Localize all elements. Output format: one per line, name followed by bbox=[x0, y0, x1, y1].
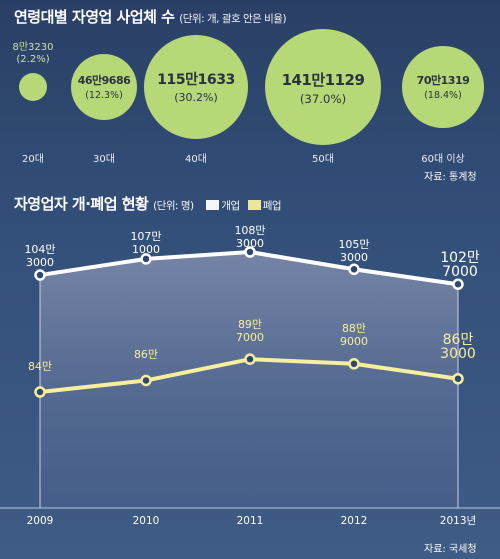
bubble-3: 141만1129 (37.0%) bbox=[265, 29, 381, 145]
bubble-percent-label: (12.3%) bbox=[85, 90, 123, 102]
line-title-text: 자영업자 개·폐업 현황 bbox=[14, 195, 149, 213]
bubble-value-label: 8만3230 bbox=[12, 42, 54, 53]
bubble-4: 70만1319 (18.4%) bbox=[402, 46, 484, 128]
open-point bbox=[140, 253, 152, 265]
close-point bbox=[348, 358, 360, 370]
bubble-chart-title: 연령대별 자영업 사업체 수 (단위: 개, 괄호 안은 비율) bbox=[14, 6, 287, 27]
open-value-label: 107만 bbox=[130, 230, 161, 243]
open-value-label: 105만 bbox=[338, 238, 369, 251]
open-value-label: 7000 bbox=[442, 264, 478, 280]
age-label: 40대 bbox=[185, 154, 207, 165]
close-value-label: 86만 bbox=[443, 332, 474, 348]
x-tick-label: 2010 bbox=[133, 515, 160, 527]
bubble-percent-label: (18.4%) bbox=[424, 90, 462, 102]
bubble-percent-label: (2.2%) bbox=[16, 54, 50, 65]
age-label: 20대 bbox=[22, 154, 44, 165]
bubble-value-label: 141만1129 bbox=[281, 70, 365, 89]
line-unit-note: (단위: 명) bbox=[153, 200, 194, 212]
bubble-0 bbox=[18, 72, 48, 102]
bubble-percent-label: (30.2%) bbox=[174, 91, 218, 105]
close-value-label: 84만 bbox=[28, 360, 52, 373]
open-point bbox=[348, 263, 360, 276]
close-value-label: 86만 bbox=[134, 348, 158, 361]
bubble-1: 46만9686 (12.3%) bbox=[70, 53, 138, 121]
legend-open-swatch bbox=[206, 200, 220, 210]
bubble-value-label: 115만1633 bbox=[157, 72, 235, 89]
bubble-source: 자료: 통계청 bbox=[424, 172, 477, 183]
open-point bbox=[34, 269, 46, 281]
close-value-label: 3000 bbox=[440, 346, 476, 362]
legend: 개업 폐업 bbox=[198, 200, 282, 212]
bubble-percent-label: (37.0%) bbox=[299, 91, 347, 106]
bubble-unit-note: (단위: 개, 괄호 안은 비율) bbox=[179, 13, 287, 25]
x-tick-label: 2013년 bbox=[440, 515, 476, 527]
legend-close-swatch bbox=[247, 200, 261, 210]
close-value-label: 7000 bbox=[236, 331, 264, 344]
open-value-label: 102만 bbox=[440, 250, 480, 266]
line-chart-title: 자영업자 개·폐업 현황 (단위: 명) 개업 폐업 bbox=[14, 193, 282, 214]
open-value-label: 1000 bbox=[132, 243, 160, 256]
legend-open-label: 개업 bbox=[221, 200, 240, 212]
bubble-value-label: 46만9686 bbox=[77, 74, 131, 88]
age-label: 60대 이상 bbox=[421, 154, 465, 165]
open-value-label: 3000 bbox=[236, 237, 264, 250]
close-value-label: 9000 bbox=[340, 335, 368, 348]
close-point bbox=[452, 372, 464, 385]
x-tick-label: 2011 bbox=[237, 515, 264, 527]
open-point bbox=[452, 278, 464, 291]
close-point bbox=[140, 374, 152, 387]
close-value-label: 88만 bbox=[342, 322, 366, 335]
x-tick-label: 2009 bbox=[27, 515, 54, 527]
bubble-title-text: 연령대별 자영업 사업체 수 bbox=[14, 8, 175, 26]
line-source: 자료: 국세청 bbox=[424, 544, 477, 555]
x-tick-label: 2012 bbox=[341, 515, 368, 527]
open-value-label: 108만 bbox=[234, 224, 265, 237]
open-value-label: 104만 bbox=[24, 243, 55, 256]
age-label: 50대 bbox=[312, 154, 334, 165]
open-point bbox=[244, 246, 256, 258]
close-point bbox=[244, 353, 256, 365]
close-point bbox=[34, 386, 46, 398]
bubble-value-label: 70만1319 bbox=[416, 74, 470, 88]
open-value-label: 3000 bbox=[340, 251, 368, 264]
bubble-2: 115만1633 (30.2%) bbox=[143, 34, 249, 140]
open-area bbox=[40, 252, 458, 508]
bubble-outside-label: 8만3230 (2.2%) bbox=[3, 42, 63, 66]
legend-close-label: 폐업 bbox=[262, 200, 282, 212]
open-value-label: 3000 bbox=[26, 256, 54, 269]
age-label: 30대 bbox=[93, 154, 115, 165]
close-value-label: 89만 bbox=[238, 318, 262, 331]
